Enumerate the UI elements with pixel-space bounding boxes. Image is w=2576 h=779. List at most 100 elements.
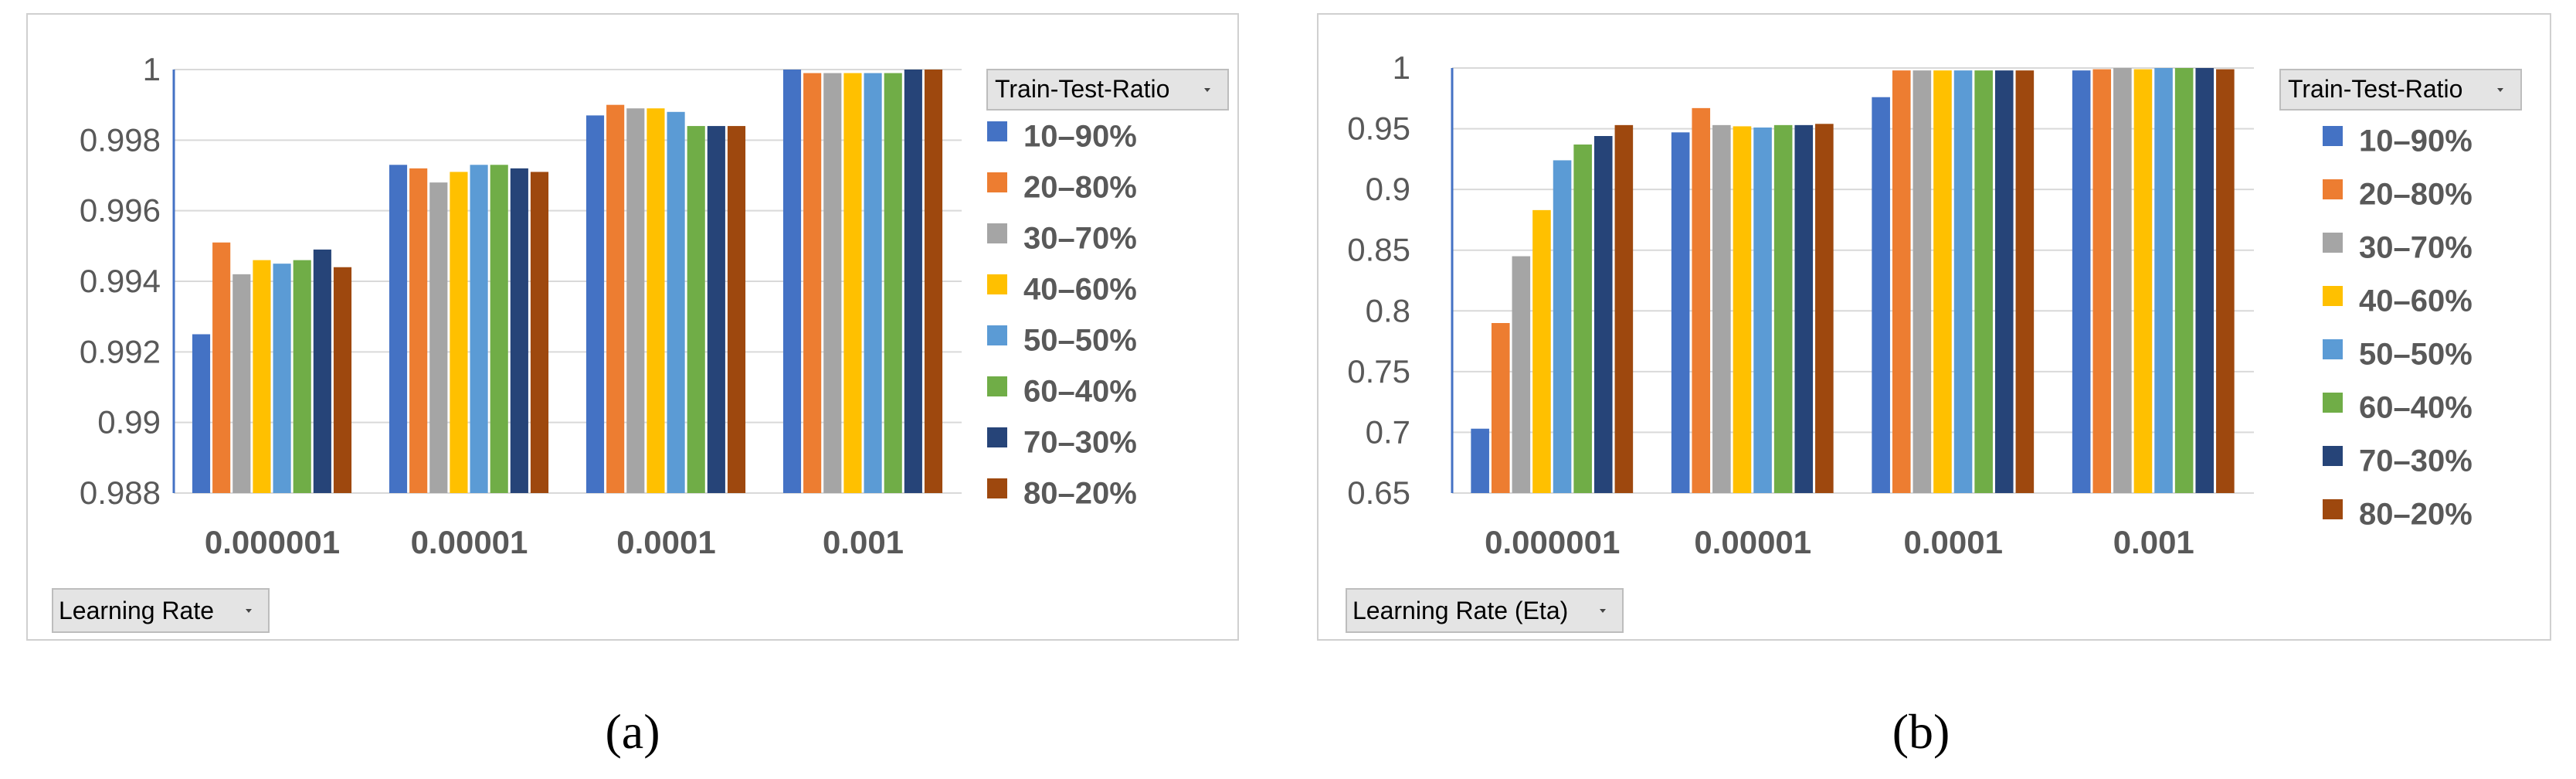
legend-swatch	[2323, 339, 2343, 359]
bars	[1471, 68, 2235, 494]
legend-label: 80–20%	[1023, 477, 1137, 511]
bar	[727, 126, 746, 494]
y-tick-label: 0.99	[97, 404, 161, 441]
bar	[1512, 256, 1531, 493]
legend-label: 70–30%	[2359, 444, 2472, 478]
bar	[232, 274, 251, 493]
x-tick-label: 0.0001	[1904, 524, 2003, 560]
bar	[904, 70, 922, 493]
bar	[1933, 70, 1952, 493]
bar	[667, 111, 685, 494]
legend-item: 30–70%	[2323, 231, 2472, 265]
bar	[1573, 145, 1592, 493]
bar	[803, 73, 822, 494]
legend-item: 50–50%	[987, 324, 1137, 358]
bar	[273, 264, 291, 493]
y-tick-label: 0.996	[80, 192, 161, 229]
legend-item: 70–30%	[987, 426, 1137, 460]
legend-label: 40–60%	[1023, 273, 1137, 307]
bar	[333, 267, 352, 493]
legend-swatch	[987, 274, 1007, 294]
legend-filter-button[interactable]: Train-Test-Ratio	[986, 69, 1229, 111]
x-tick-label: 0.000001	[205, 524, 340, 560]
x-tick-label: 0.001	[2113, 524, 2194, 560]
legend-item: 40–60%	[987, 273, 1137, 307]
legend-label: 20–80%	[2359, 178, 2472, 212]
bar	[293, 260, 311, 493]
legend-swatch	[987, 325, 1007, 345]
panel-caption: (a)	[605, 704, 660, 759]
legend-swatch	[2323, 393, 2343, 413]
bar	[470, 165, 488, 494]
legend-title-background	[2279, 69, 2522, 111]
y-tick-label: 0.988	[80, 475, 161, 511]
x-tick-label: 0.00001	[411, 524, 528, 560]
bar	[2174, 68, 2194, 493]
legend-filter-button[interactable]: Train-Test-Ratio	[2279, 69, 2522, 111]
bar	[1892, 70, 1911, 493]
legend-swatch	[987, 172, 1007, 192]
dropdown-arrow-icon	[1600, 609, 1606, 613]
bar	[823, 73, 842, 494]
axis-button-background	[1346, 588, 1624, 633]
bar	[707, 126, 725, 494]
bar	[843, 73, 862, 494]
bar	[192, 334, 211, 493]
legend-label: 60–40%	[2359, 391, 2472, 425]
x-axis: 0.000001 0.00001 0.0001 0.001	[1485, 524, 2194, 560]
bar	[1532, 209, 1551, 493]
axis-field-button[interactable]: Learning Rate (Eta)	[1346, 588, 1624, 633]
bars	[192, 70, 943, 494]
bar	[1593, 136, 1613, 493]
bar	[924, 70, 943, 493]
bar	[490, 165, 508, 494]
legend-item: 60–40%	[2323, 391, 2472, 425]
dropdown-arrow-icon	[246, 609, 252, 613]
bar	[606, 104, 625, 493]
legend-label: 60–40%	[1023, 375, 1137, 409]
y-tick-label: 0.95	[1347, 111, 1410, 147]
x-tick-label: 0.00001	[1694, 524, 1811, 560]
legend-item: 10–90%	[2323, 124, 2472, 158]
legend-item: 20–80%	[987, 171, 1137, 205]
legend-swatch	[2323, 286, 2343, 306]
legend-label: 50–50%	[2359, 338, 2472, 372]
bar	[626, 108, 645, 493]
legend-swatch	[987, 427, 1007, 447]
legend-swatch	[2323, 233, 2343, 253]
bar	[782, 70, 802, 493]
y-tick-label: 0.9	[1366, 171, 1410, 207]
x-tick-label: 0.001	[823, 524, 904, 560]
bar	[1912, 70, 1932, 493]
axis-field-button[interactable]: Learning Rate	[52, 588, 270, 633]
legend-label: 30–70%	[1023, 222, 1137, 256]
bar	[1553, 160, 1572, 493]
legend-swatch	[987, 478, 1007, 498]
legend-item: 70–30%	[2323, 444, 2472, 478]
bar	[212, 242, 231, 493]
axis-button-label: Learning Rate (Eta)	[1352, 597, 1568, 624]
axis-button-background	[52, 588, 270, 633]
legend-swatch	[2323, 499, 2343, 519]
x-axis: 0.000001 0.00001 0.0001 0.001	[205, 524, 904, 560]
legend-swatch	[987, 121, 1007, 141]
legend-label: 50–50%	[1023, 324, 1137, 358]
legend-swatch	[987, 223, 1007, 243]
legend-swatch	[987, 376, 1007, 396]
legend-label: 30–70%	[2359, 231, 2472, 265]
bar	[2195, 68, 2215, 493]
bar	[1471, 428, 1489, 493]
bar	[2113, 68, 2132, 493]
legend-item: 80–20%	[987, 477, 1137, 511]
bar	[864, 73, 882, 494]
bar	[1491, 323, 1510, 493]
legend-swatch	[2323, 446, 2343, 466]
legend-label: 10–90%	[1023, 120, 1137, 154]
bar	[687, 126, 705, 494]
bar	[2133, 69, 2153, 494]
legend-title: Train-Test-Ratio	[995, 75, 1169, 103]
bar	[1692, 107, 1711, 493]
dropdown-arrow-icon	[2497, 88, 2503, 92]
